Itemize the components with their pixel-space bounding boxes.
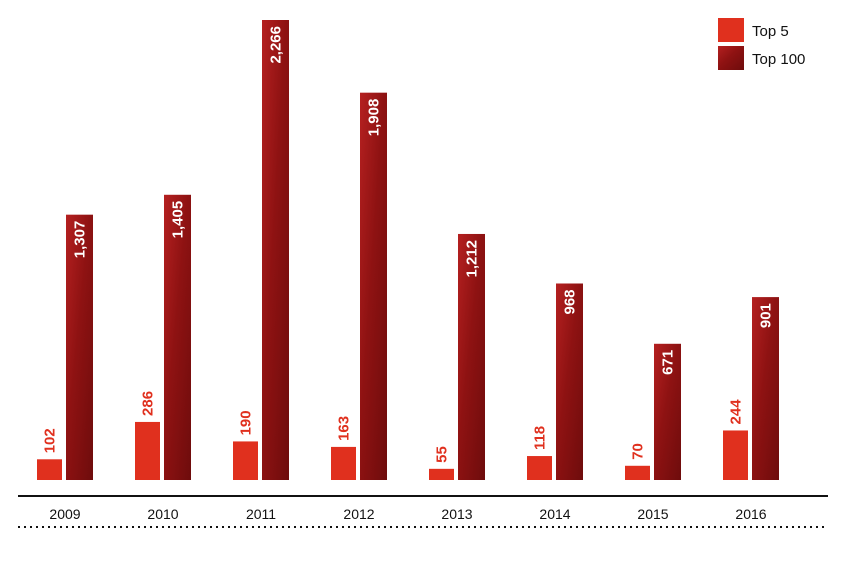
label-top100-2010: 1,405 xyxy=(170,201,187,239)
bar-top100-2009 xyxy=(66,214,93,480)
label-top5-2015: 70 xyxy=(630,443,647,460)
x-tick-2015: 2015 xyxy=(637,506,668,522)
bar-top100-2016 xyxy=(752,297,779,480)
label-top5-2010: 286 xyxy=(140,391,157,416)
label-top100-2011: 2,266 xyxy=(268,26,285,64)
bar-top100-2014 xyxy=(556,283,583,480)
label-top100-2013: 1,212 xyxy=(464,240,481,278)
legend-label-top5: Top 5 xyxy=(752,23,789,40)
x-tick-2012: 2012 xyxy=(343,506,374,522)
legend-label-top100: Top 100 xyxy=(752,51,805,68)
bar-top100-2011 xyxy=(262,20,289,480)
bar-top5-2010 xyxy=(135,421,160,480)
label-top5-2014: 118 xyxy=(532,426,549,450)
label-top5-2011: 190 xyxy=(238,410,255,435)
bar-top100-2013 xyxy=(458,233,485,480)
legend-swatch-top100 xyxy=(718,46,744,70)
bar-top5-2011 xyxy=(233,441,258,480)
bar-top5-2014 xyxy=(527,456,552,480)
x-tick-2013: 2013 xyxy=(441,506,472,522)
legend-swatch-top5 xyxy=(718,18,744,42)
label-top100-2009: 1,307 xyxy=(72,221,89,259)
bars-group xyxy=(37,20,779,480)
label-top100-2015: 671 xyxy=(660,350,677,375)
bar-top5-2015 xyxy=(625,465,650,480)
value-labels-group: 102 1,307 286 1,405 190 2,266 163 1,908 55 1,212 1… xyxy=(42,26,775,463)
label-top5-2013: 55 xyxy=(434,446,451,463)
label-top5-2009: 102 xyxy=(42,428,59,453)
bar-top5-2013 xyxy=(429,468,454,480)
label-top100-2016: 901 xyxy=(758,303,775,328)
label-top100-2012: 1,908 xyxy=(366,99,383,137)
label-top5-2012: 163 xyxy=(336,416,353,441)
x-tick-2011: 2011 xyxy=(246,506,276,522)
bar-top100-2010 xyxy=(164,194,191,480)
label-top5-2016: 244 xyxy=(728,399,745,425)
label-top100-2014: 968 xyxy=(562,289,579,314)
x-tick-labels-group: 2009 2010 2011 2012 2013 2014 2015 2016 xyxy=(49,506,766,522)
x-tick-2009: 2009 xyxy=(49,506,80,522)
bar-top5-2012 xyxy=(331,446,356,480)
bar-top5-2016 xyxy=(723,430,748,480)
x-tick-2014: 2014 xyxy=(539,506,570,522)
x-tick-2010: 2010 xyxy=(147,506,178,522)
bar-top100-2015 xyxy=(654,343,681,480)
bar-top100-2012 xyxy=(360,92,387,480)
x-tick-2016: 2016 xyxy=(735,506,766,522)
bar-top5-2009 xyxy=(37,459,62,480)
legend: Top 5 Top 100 xyxy=(718,18,805,70)
